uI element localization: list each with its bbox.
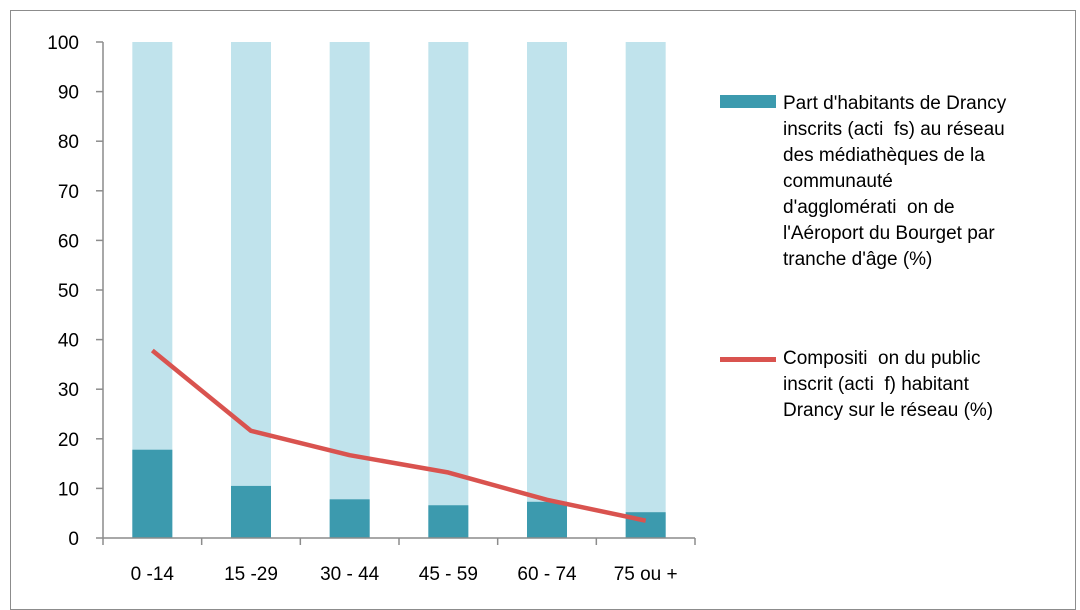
bar — [132, 450, 172, 538]
legend-label-bar: Part d'habitants de Drancy inscrits (act… — [783, 91, 1073, 273]
y-tick-label: 100 — [47, 33, 79, 54]
y-tick-label: 80 — [58, 132, 79, 153]
legend-label-line: Compositi on du public inscrit (acti f) … — [783, 346, 1073, 424]
bar-background — [626, 42, 666, 538]
bar-background — [527, 42, 567, 538]
x-tick-label: 75 ou + — [614, 564, 678, 585]
bar — [428, 505, 468, 538]
line-series — [152, 351, 645, 521]
bar-background — [330, 42, 370, 538]
x-tick-label: 30 - 44 — [320, 564, 380, 585]
y-tick-label: 60 — [58, 231, 79, 252]
y-tick-label: 50 — [58, 281, 79, 302]
bar-background — [231, 42, 271, 538]
y-tick-label: 70 — [58, 182, 79, 203]
y-tick-label: 20 — [58, 430, 79, 451]
bar-background — [428, 42, 468, 538]
y-tick-label: 40 — [58, 331, 79, 352]
x-tick-label: 15 -29 — [224, 564, 278, 585]
legend-swatch-line — [720, 357, 776, 362]
bar — [527, 502, 567, 538]
y-tick-label: 10 — [58, 479, 79, 500]
y-tick-label: 90 — [58, 83, 79, 104]
y-tick-label: 30 — [58, 380, 79, 401]
bar — [231, 486, 271, 538]
y-tick-label: 0 — [68, 529, 79, 550]
bar — [330, 499, 370, 538]
x-tick-label: 0 -14 — [131, 564, 175, 585]
x-tick-label: 60 - 74 — [517, 564, 577, 585]
x-tick-label: 45 - 59 — [419, 564, 478, 585]
legend-swatch-bar — [720, 95, 776, 108]
